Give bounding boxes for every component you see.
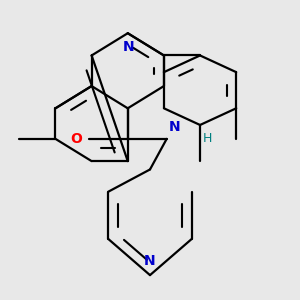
Text: N: N [169, 120, 180, 134]
Text: H: H [203, 132, 213, 146]
Text: N: N [144, 254, 156, 268]
Text: N: N [123, 40, 134, 54]
Text: O: O [70, 132, 82, 146]
